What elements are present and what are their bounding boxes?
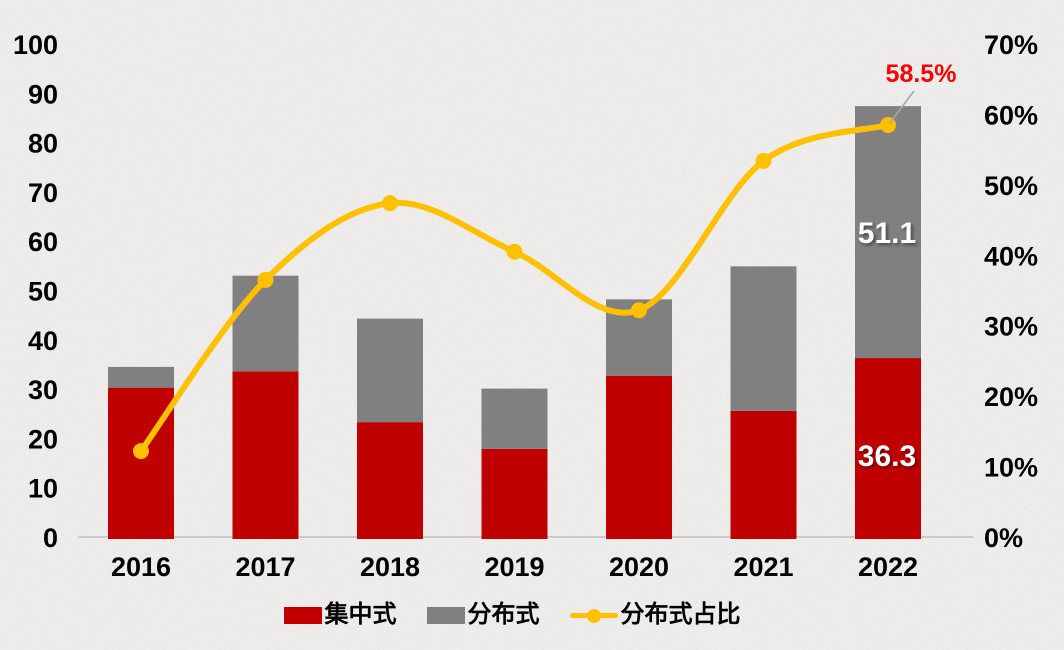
x-axis-label-2022: 2022 (858, 552, 918, 582)
bar-segment-centralized-2018 (357, 422, 423, 539)
legend-item-ratio: 分布式占比 (569, 601, 741, 628)
bar-segment-distributed-2017 (232, 275, 299, 372)
bar-segment-distributed-2018 (357, 318, 423, 423)
legend-item-centralized: 集中式 (283, 601, 397, 628)
bar-segment-centralized-2021 (730, 410, 797, 539)
line-marker-2021 (755, 152, 772, 169)
bar-segment-distributed-2016 (108, 366, 174, 388)
bar-label-centralized-2022: 36.3 (858, 440, 916, 473)
left-axis-tick-100: 100 (13, 30, 58, 60)
right-axis-tick-70pct: 70% (984, 30, 1038, 60)
legend-ratio-dot-icon (586, 608, 601, 623)
right-axis-tick-60pct: 60% (984, 100, 1038, 130)
legend-swatch-ratio-line (569, 607, 618, 624)
x-axis-label-2017: 2017 (235, 552, 295, 582)
left-axis-tick-30: 30 (28, 375, 58, 405)
right-axis-tick-20pct: 20% (984, 382, 1038, 412)
line-marker-2018 (382, 195, 398, 212)
bar-segment-centralized-2016 (108, 387, 174, 539)
right-axis-tick-50pct: 50% (984, 171, 1038, 201)
legend: 集中式 分布式 分布式占比 (0, 603, 1024, 627)
x-axis-label-2016: 2016 (111, 552, 171, 582)
legend-label-ratio: 分布式占比 (620, 601, 741, 628)
left-axis-tick-40: 40 (28, 326, 58, 356)
line-marker-2022 (880, 116, 896, 133)
right-axis-tick-40pct: 40% (984, 241, 1038, 271)
right-axis-tick-10pct: 10% (984, 453, 1038, 483)
x-axis-label-2021: 2021 (733, 552, 793, 582)
callout-label: 58.5% (886, 60, 957, 88)
line-marker-2016 (133, 443, 149, 460)
bar-label-distributed-2022: 51.1 (858, 217, 916, 250)
x-axis-label-2018: 2018 (360, 552, 420, 582)
legend-label-centralized: 集中式 (324, 601, 397, 628)
x-axis-label-2019: 2019 (484, 552, 544, 582)
legend-item-distributed: 分布式 (426, 601, 540, 628)
legend-swatch-distributed-bar (426, 606, 465, 624)
line-marker-2017 (257, 271, 274, 288)
bar-segment-centralized-2020 (606, 375, 672, 539)
line-marker-2020 (631, 302, 647, 319)
left-axis-tick-20: 20 (28, 424, 58, 454)
bar-segment-centralized-2019 (481, 448, 548, 539)
left-axis-tick-80: 80 (28, 129, 58, 159)
left-axis-tick-60: 60 (28, 227, 58, 257)
bar-segment-centralized-2017 (232, 371, 299, 539)
x-axis-label-2020: 2020 (609, 552, 669, 582)
line-marker-2019 (506, 243, 523, 260)
bar-segment-distributed-2019 (481, 388, 548, 449)
left-axis-tick-90: 90 (28, 79, 58, 109)
bar-segment-distributed-2021 (730, 266, 797, 411)
left-axis-tick-0: 0 (43, 523, 58, 553)
left-axis-tick-10: 10 (28, 474, 58, 504)
left-axis-tick-50: 50 (28, 277, 58, 307)
right-axis-tick-0pct: 0% (984, 523, 1023, 553)
right-axis-tick-30pct: 30% (984, 312, 1038, 342)
legend-swatch-centralized-bar (283, 606, 322, 624)
legend-label-distributed: 分布式 (467, 601, 540, 628)
left-axis-tick-70: 70 (28, 178, 58, 208)
